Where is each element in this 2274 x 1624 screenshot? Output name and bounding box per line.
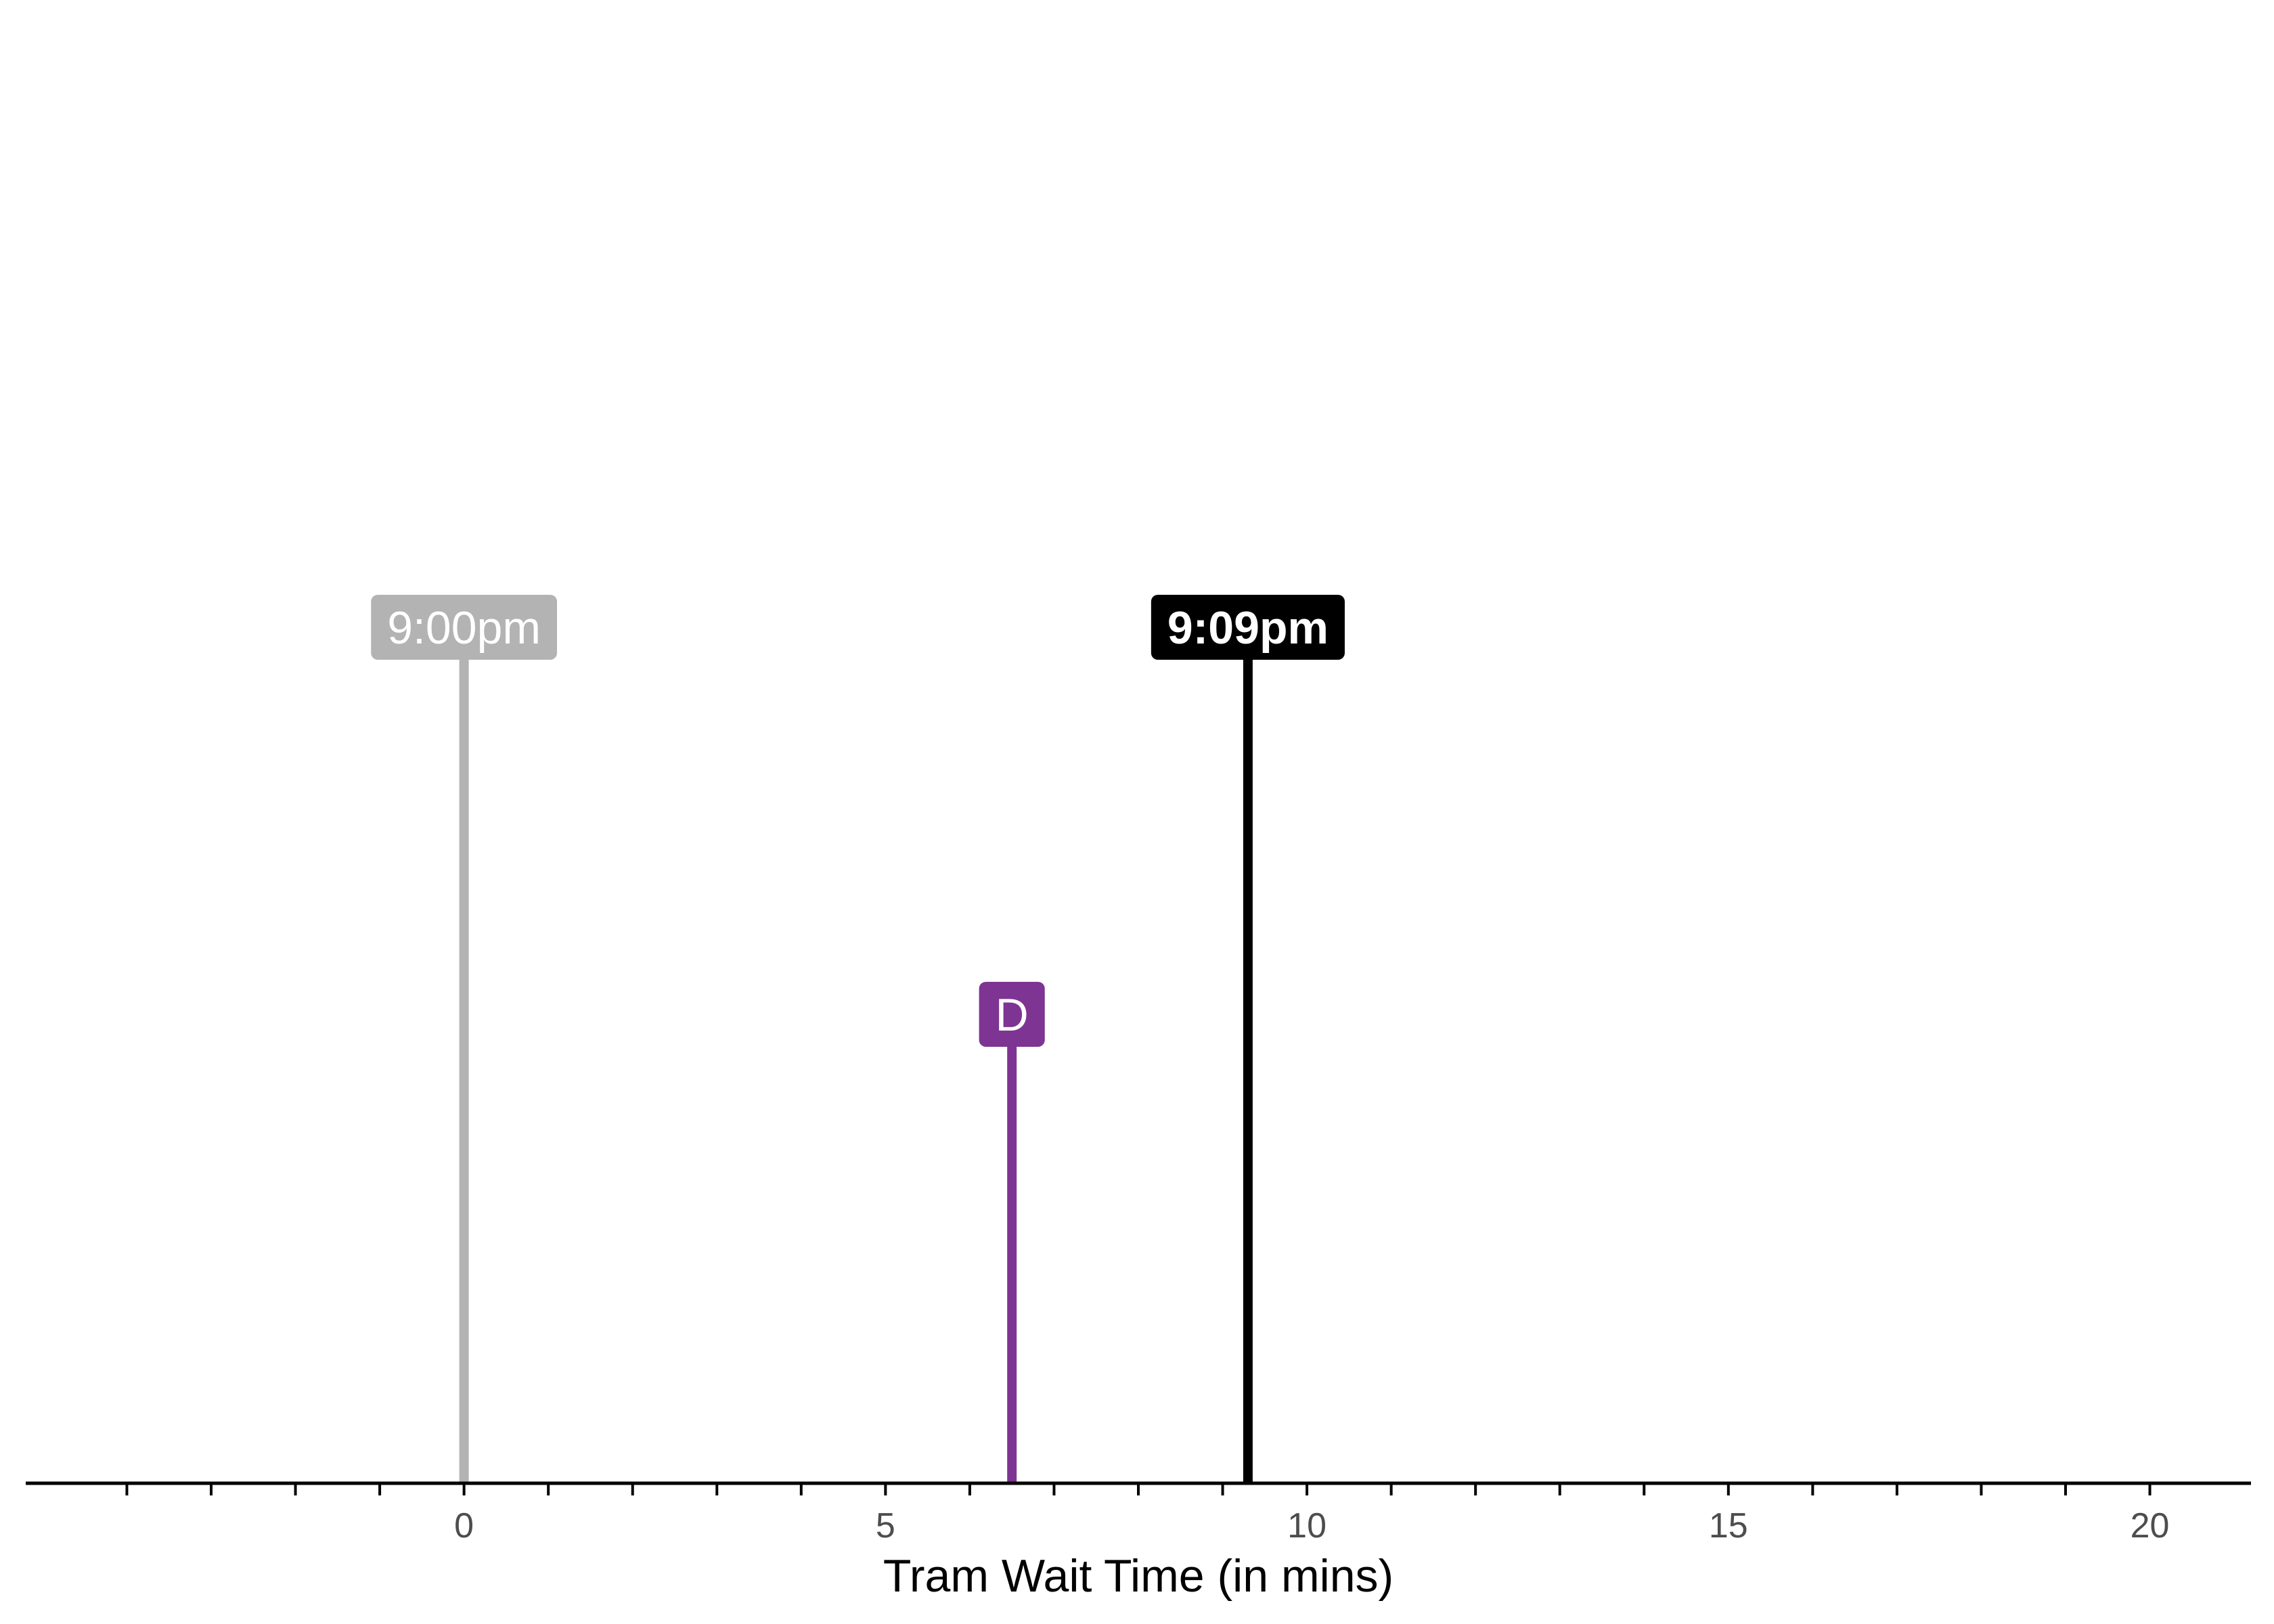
x-tick-label: 10 (1287, 1506, 1326, 1546)
x-tick-label: 20 (2131, 1506, 2170, 1546)
marker-label: D (979, 981, 1045, 1047)
x-tick-label: 5 (876, 1506, 895, 1546)
marker-label: 9:00pm (371, 595, 558, 660)
marker-label: 9:09pm (1151, 595, 1345, 660)
marker-label-text: 9:00pm (387, 602, 541, 654)
marker-label-text: 9:09pm (1167, 602, 1329, 654)
marker-label-box (979, 981, 1045, 1047)
x-axis-ticks (125, 1483, 2152, 1495)
marker-label-box (1151, 595, 1345, 660)
x-axis-title: Tram Wait Time (in mins) (883, 1550, 1394, 1602)
x-tick-label: 0 (454, 1506, 474, 1546)
x-axis: 0 5 10 15 20 (26, 1481, 2251, 1546)
x-tick-label: 15 (1709, 1506, 1748, 1546)
x-axis-tick-labels: 0 5 10 15 20 (454, 1506, 2169, 1546)
marker-stems (459, 660, 1253, 1483)
marker-labels: 9:00pm D 9:09pm (371, 595, 1345, 1047)
marker-label-text: D (996, 989, 1029, 1041)
marker-label-box (371, 595, 558, 660)
